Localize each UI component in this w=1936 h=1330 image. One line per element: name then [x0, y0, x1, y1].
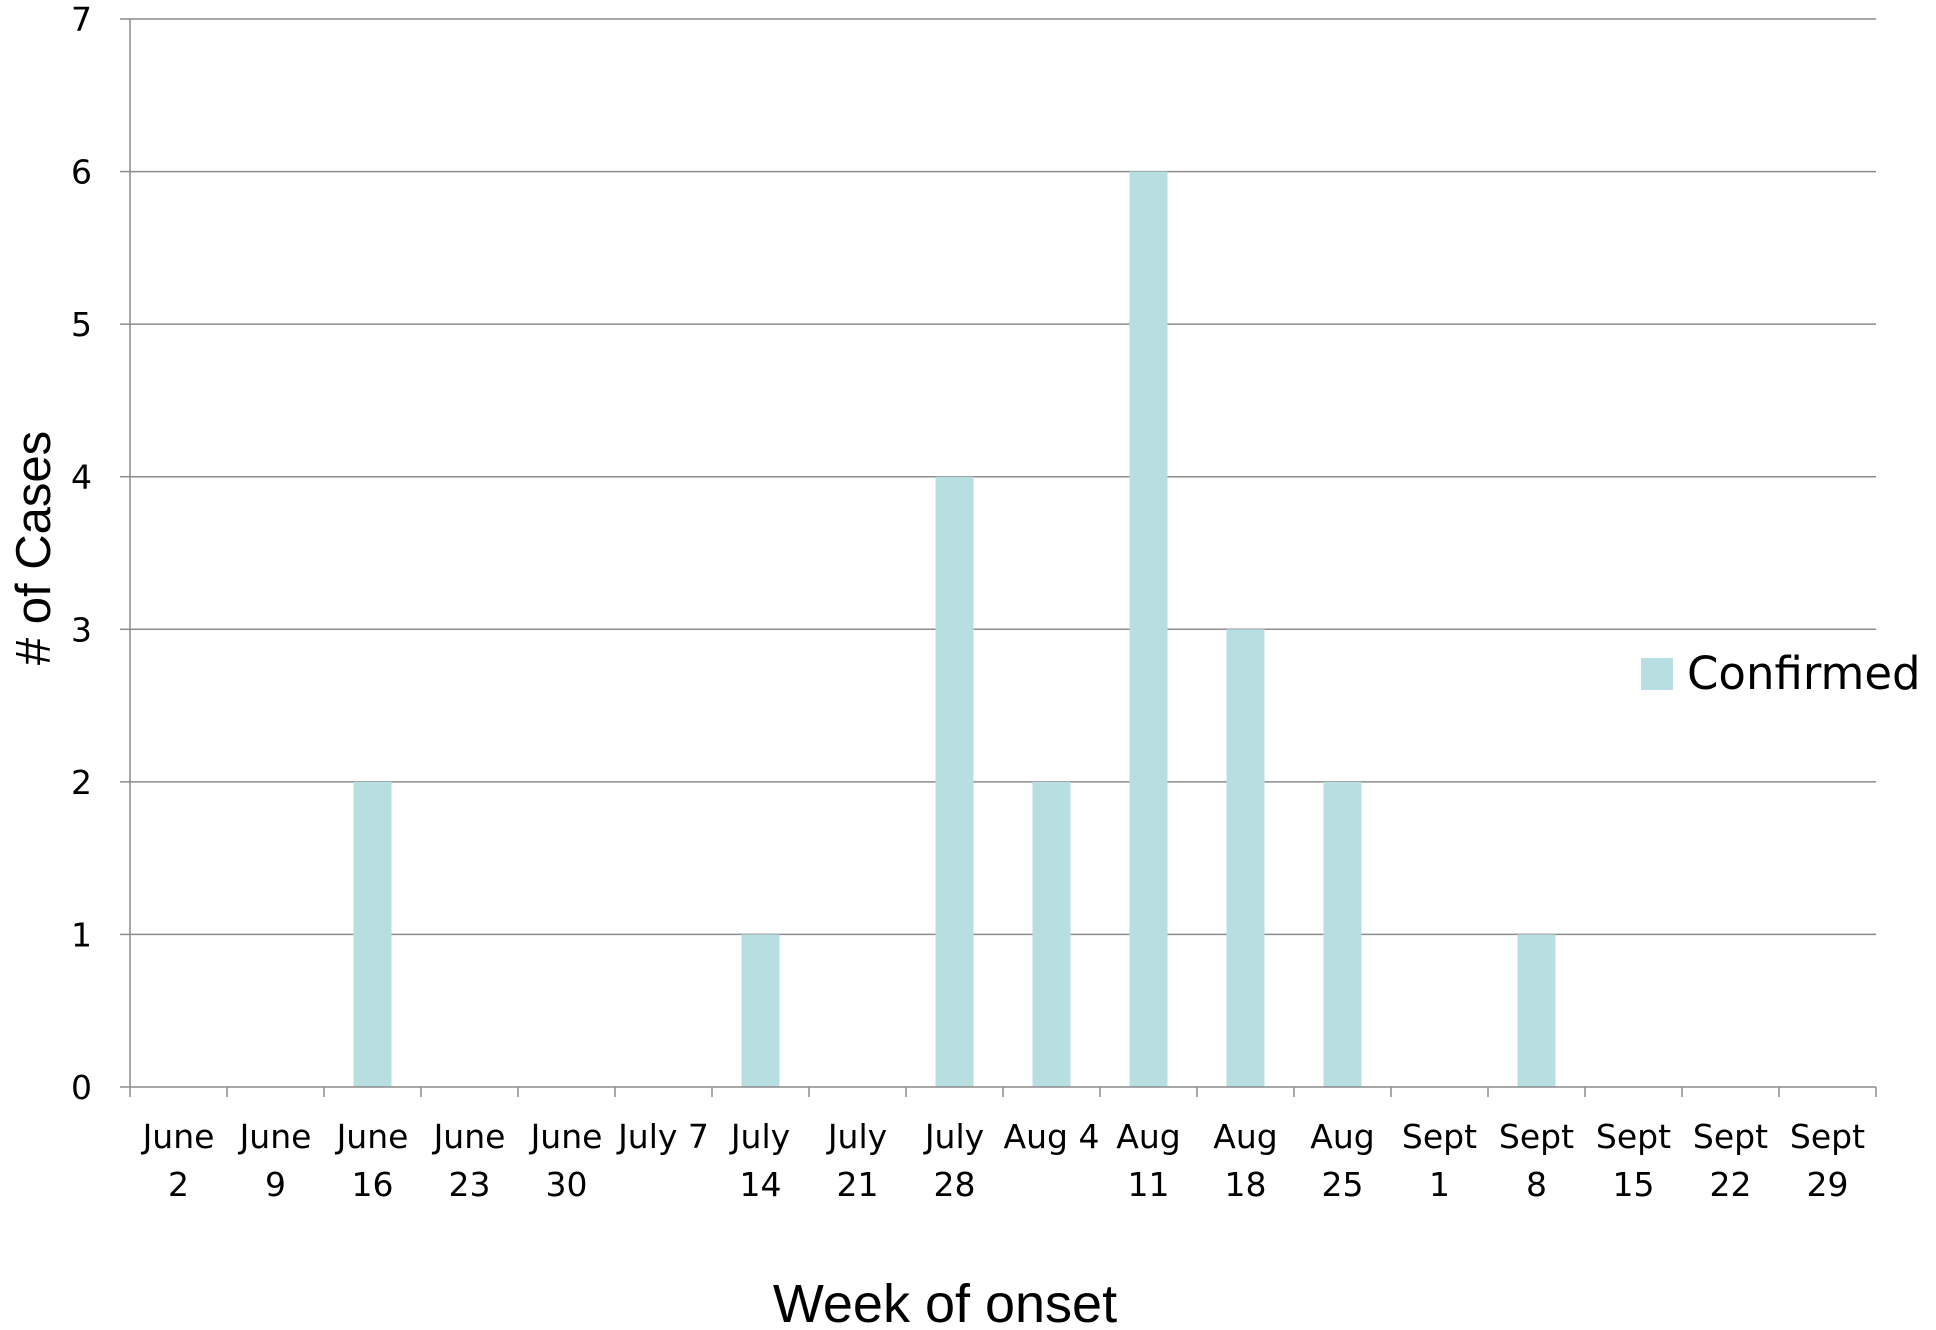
bar — [741, 934, 780, 1087]
x-tick-label-line: Sept — [1790, 1117, 1865, 1156]
y-tick-label: 0 — [71, 1068, 92, 1107]
bar — [353, 781, 392, 1087]
x-tick-label: Sept 22 — [1693, 1117, 1768, 1204]
x-tick-label-line: Sept — [1402, 1117, 1477, 1156]
y-tick-label: 7 — [71, 0, 92, 39]
x-tick-label-line: Sept — [1596, 1117, 1671, 1156]
bar — [1032, 781, 1071, 1087]
x-axis-title: Week of onset — [773, 1274, 1117, 1330]
legend-swatch — [1641, 658, 1673, 690]
x-tick-label-line: Aug — [1310, 1117, 1374, 1156]
x-tick-label: July 7 — [616, 1117, 709, 1156]
x-tick-label-line: 2 — [168, 1165, 189, 1204]
x-tick-label: Sept 1 — [1402, 1117, 1477, 1204]
x-tick-label-line: Aug 4 — [1004, 1117, 1100, 1156]
x-tick-label-line: June — [238, 1117, 312, 1156]
x-tick-label-line: July — [729, 1117, 790, 1156]
x-tick-label-line: 29 — [1807, 1165, 1849, 1204]
y-tick-labels: 0 1 2 3 4 5 6 7 — [71, 0, 92, 1107]
y-tick-label: 5 — [71, 305, 92, 344]
x-tick-label-line: 16 — [352, 1165, 394, 1204]
x-tick-label: July 14 — [729, 1117, 790, 1204]
bar — [1517, 934, 1556, 1087]
x-tick-label-line: July — [923, 1117, 984, 1156]
x-tick-label-line: 23 — [449, 1165, 491, 1204]
x-tick-label-line: 21 — [837, 1165, 879, 1204]
x-tick-label: June 23 — [432, 1117, 506, 1204]
bars — [353, 171, 1556, 1088]
x-tick-label-line: July — [826, 1117, 887, 1156]
x-tick-label-line: 14 — [740, 1165, 782, 1204]
x-tick-label-line: Aug — [1116, 1117, 1180, 1156]
x-tick-label-line: June — [432, 1117, 506, 1156]
x-tick-label: June 30 — [529, 1117, 603, 1204]
x-tick-label-line: 15 — [1613, 1165, 1655, 1204]
axes — [120, 18, 1877, 1097]
bar — [935, 476, 974, 1087]
x-tick-label: July 21 — [826, 1117, 887, 1204]
legend-label: Confirmed — [1687, 647, 1921, 700]
x-tick-label: Sept 15 — [1596, 1117, 1671, 1204]
y-tick-label: 4 — [71, 458, 92, 497]
x-tick-label: June 16 — [335, 1117, 409, 1204]
x-tick-label: Aug 11 — [1116, 1117, 1180, 1204]
x-tick-label-line: Sept — [1693, 1117, 1768, 1156]
x-tick-label: Aug 18 — [1213, 1117, 1277, 1204]
bar — [1226, 629, 1265, 1087]
x-tick-label-line: 8 — [1526, 1165, 1547, 1204]
bar — [1129, 171, 1168, 1088]
x-tick-label-line: 22 — [1710, 1165, 1752, 1204]
x-tick-label: June 2 — [141, 1117, 215, 1204]
x-tick-label: Sept 8 — [1499, 1117, 1574, 1204]
x-tick-labels: June 2 June 9 June 16 June 23 June 30 July 7 July 14… — [141, 1117, 1866, 1204]
x-tick-label: Sept 29 — [1790, 1117, 1865, 1204]
y-tick-label: 2 — [71, 763, 92, 802]
x-tick-label-line: 1 — [1429, 1165, 1450, 1204]
x-tick-label: July 28 — [923, 1117, 984, 1204]
y-tick-label: 6 — [71, 153, 92, 192]
legend: Confirmed — [1641, 647, 1921, 700]
x-tick-label-line: Aug — [1213, 1117, 1277, 1156]
x-tick-label-line: June — [335, 1117, 409, 1156]
x-tick-label-line: 11 — [1128, 1165, 1170, 1204]
x-tick-label-line: June — [529, 1117, 603, 1156]
x-tick-label-line: 9 — [265, 1165, 286, 1204]
x-tick-label-line: 18 — [1225, 1165, 1267, 1204]
x-tick-label-line: 30 — [546, 1165, 588, 1204]
y-tick-label: 1 — [71, 915, 92, 954]
x-tick-label-line: July 7 — [616, 1117, 709, 1156]
x-tick-label-line: 25 — [1322, 1165, 1364, 1204]
y-tick-label: 3 — [71, 610, 92, 649]
x-tick-label: Aug 4 — [1004, 1117, 1100, 1156]
gridlines — [130, 18, 1876, 936]
x-tick-label-line: 28 — [934, 1165, 976, 1204]
x-tick-label: June 9 — [238, 1117, 312, 1204]
bar — [1323, 781, 1362, 1087]
x-tick-label: Aug 25 — [1310, 1117, 1374, 1204]
x-tick-label-line: June — [141, 1117, 215, 1156]
y-axis-title: # of Cases — [7, 431, 61, 665]
x-tick-label-line: Sept — [1499, 1117, 1574, 1156]
